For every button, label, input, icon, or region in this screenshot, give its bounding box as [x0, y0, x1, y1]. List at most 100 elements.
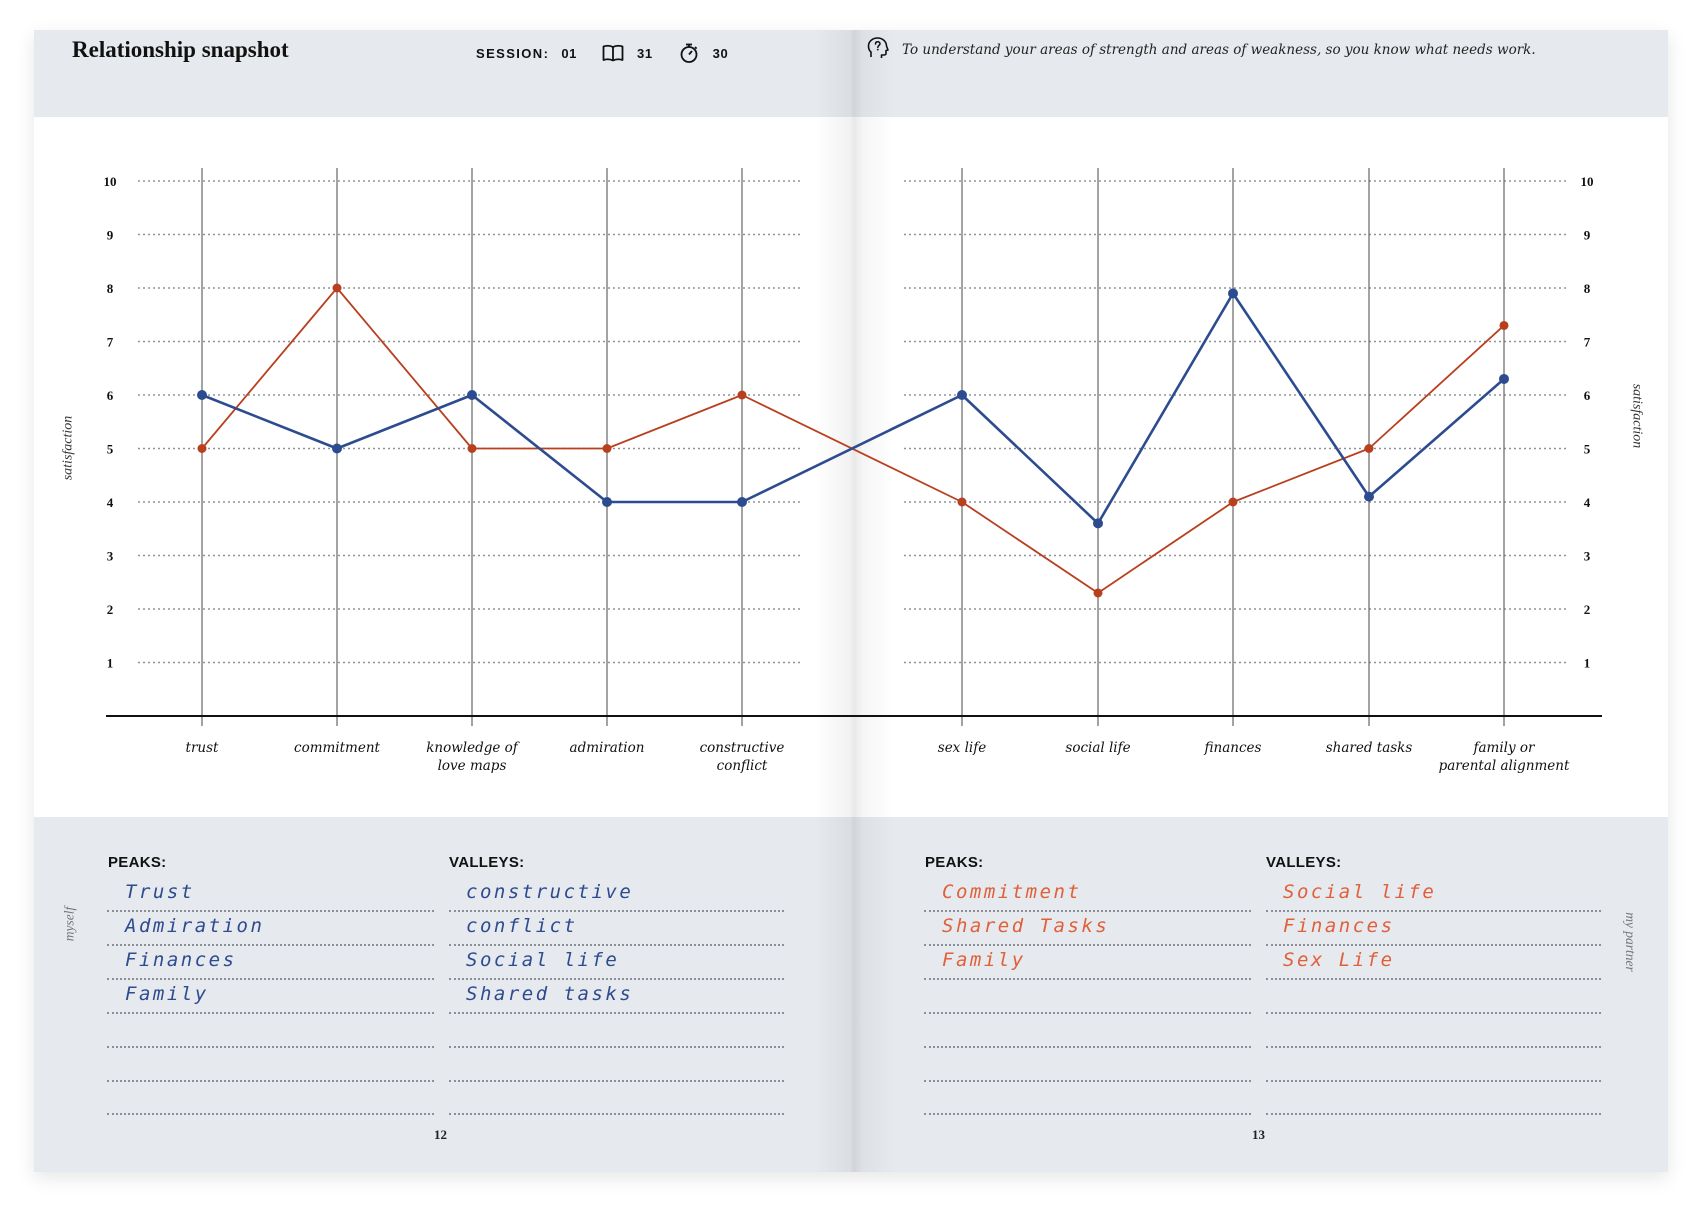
writing-line: [924, 910, 1251, 912]
partner-data-point: [332, 283, 342, 293]
y-tick-label: 4: [107, 495, 114, 510]
header-band-left: [34, 30, 853, 117]
session-info: SESSION: 01 31 30: [476, 42, 728, 64]
myself-data-point: [602, 497, 612, 507]
writing-line: [107, 978, 434, 980]
partner-data-point: [467, 444, 477, 453]
y-tick-label: 5: [1584, 442, 1591, 457]
page-number-left: 12: [434, 1127, 447, 1142]
myself-valleys-heading: VALLEYS:: [449, 854, 525, 871]
y-tick-label: 7: [107, 335, 114, 350]
partner-data-point: [1093, 588, 1103, 598]
page-title: Relationship snapshot: [72, 37, 289, 62]
writing-line: [449, 1046, 784, 1048]
myself-peak-entry: Admiration: [125, 915, 265, 937]
writing-line: [107, 1046, 434, 1048]
notes-panel-left: [34, 817, 853, 1172]
y-tick-label: 10: [104, 174, 117, 189]
myself-valley-entry: Social life: [466, 949, 620, 971]
partner-data-point: [1228, 497, 1238, 507]
partner-data-point: [737, 390, 747, 400]
writing-line: [1266, 1080, 1601, 1082]
session-label: SESSION:: [476, 45, 550, 61]
y-tick-label: 1: [1584, 656, 1591, 671]
x-category-label: finances: [1204, 740, 1262, 756]
writing-line: [107, 1012, 434, 1014]
writing-line: [924, 1113, 1251, 1115]
myself-valley-entry: conflict: [466, 915, 578, 937]
writing-line: [449, 1012, 784, 1014]
writing-line: [107, 910, 434, 912]
y-axis-label-right: satisfaction: [1629, 383, 1645, 449]
y-tick-label: 9: [107, 228, 114, 243]
x-category-label: social life: [1065, 740, 1130, 756]
writing-line: [107, 1113, 434, 1115]
myself-peak-entry: Finances: [125, 949, 237, 971]
page-number-right: 13: [1252, 1127, 1265, 1142]
header-band-right: [853, 30, 1668, 117]
book-icon: [601, 42, 625, 64]
partner-series-line: [201, 287, 1505, 594]
partner-valley-entry: Sex Life: [1283, 949, 1395, 971]
y-tick-label: 10: [1581, 174, 1594, 189]
y-axis-label-left: satisfaction: [60, 415, 76, 481]
myself-data-point: [1499, 373, 1509, 384]
minutes-count: 30: [712, 45, 729, 61]
page-gutter: [814, 30, 894, 1172]
y-tick-label: 6: [1584, 388, 1591, 403]
stopwatch-icon: [677, 42, 701, 64]
partner-data-point: [957, 497, 967, 507]
writing-line: [449, 910, 784, 912]
x-category-label: sex life: [938, 740, 986, 756]
partner-peak-entry: Shared Tasks: [942, 915, 1110, 937]
question-head-icon: [866, 36, 890, 64]
partner-valley-entry: Finances: [1283, 915, 1395, 937]
y-tick-label: 8: [1584, 281, 1591, 296]
myself-peak-entry: Family: [125, 983, 209, 1005]
myself-valley-entry: constructive: [466, 881, 634, 903]
myself-data-point: [332, 443, 342, 454]
x-category-label: family or parental alignment: [1439, 740, 1570, 774]
y-tick-label: 3: [107, 549, 114, 564]
myself-peak-entry: Trust: [125, 881, 195, 903]
y-tick-label: 8: [107, 281, 114, 296]
writing-line: [449, 978, 784, 980]
writing-line: [449, 944, 784, 946]
x-category-label: knowledge of love maps: [426, 740, 520, 774]
myself-peaks-heading: PEAKS:: [108, 854, 167, 871]
side-label-partner: my partner: [1622, 912, 1638, 972]
partner-peak-entry: Family: [942, 949, 1026, 971]
partner-data-point: [1364, 444, 1374, 453]
myself-series-line: [201, 292, 1505, 525]
myself-data-point: [467, 390, 477, 400]
x-category-label: commitment: [294, 740, 381, 756]
writing-line: [924, 944, 1251, 946]
writing-line: [1266, 1012, 1601, 1014]
writing-line: [924, 1046, 1251, 1048]
x-category-label: trust: [186, 740, 220, 756]
writing-line: [1266, 944, 1601, 946]
writing-line: [449, 1080, 784, 1082]
booklet-spread: [34, 30, 1668, 1172]
myself-data-point: [957, 390, 967, 400]
myself-data-point: [737, 497, 747, 507]
y-tick-label: 9: [1584, 228, 1591, 243]
y-tick-label: 4: [1584, 495, 1591, 510]
writing-line: [924, 1080, 1251, 1082]
writing-line: [1266, 1046, 1601, 1048]
partner-data-point: [1499, 320, 1509, 330]
y-tick-label: 3: [1584, 549, 1591, 564]
partner-data-point: [602, 444, 612, 453]
purpose-text: To understand your areas of strength and…: [902, 42, 1536, 58]
partner-peaks-heading: PEAKS:: [925, 854, 984, 871]
x-category-label: shared tasks: [1326, 740, 1413, 756]
myself-data-point: [1093, 518, 1103, 529]
myself-data-point: [197, 390, 207, 400]
writing-line: [1266, 910, 1601, 912]
purpose-statement: To understand your areas of strength and…: [866, 36, 1536, 64]
writing-line: [1266, 1113, 1601, 1115]
y-tick-label: 1: [107, 656, 114, 671]
writing-line: [107, 1080, 434, 1082]
writing-line: [924, 978, 1251, 980]
